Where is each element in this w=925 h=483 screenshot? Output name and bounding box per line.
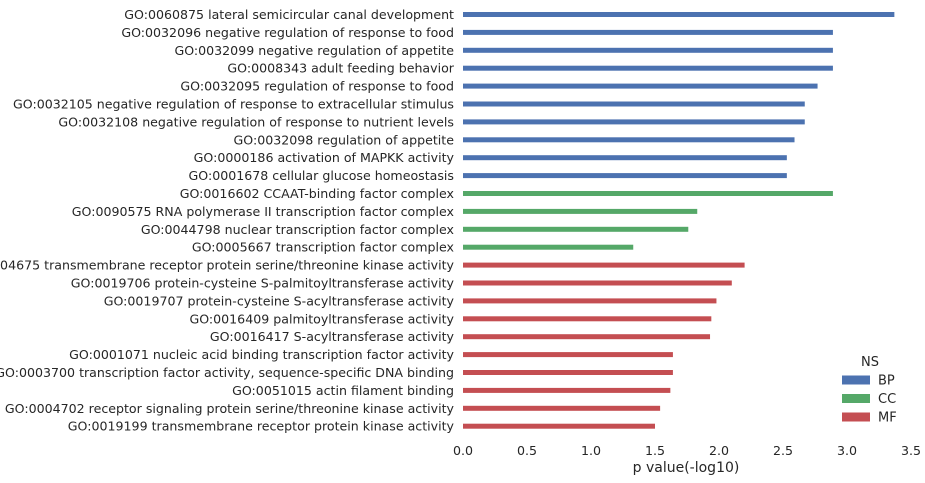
x-tick-label: 2.5 [773,443,793,458]
category-label: GO:0051015 actin filament binding [232,383,454,398]
bar-mf [463,280,732,286]
x-tick-label: 0.5 [517,443,537,458]
legend: NS BP CC MF [842,355,897,426]
category-label: GO:0032095 regulation of response to foo… [180,79,454,94]
bar-bp [463,173,787,179]
category-label: GO:0060875 lateral semicircular canal de… [124,7,454,22]
bar-cc [463,191,833,196]
x-tick-label: 3.0 [837,443,857,458]
category-label: GO:0019199 transmembrane receptor protei… [68,419,455,434]
bars-layer [463,12,895,429]
x-tick-label: 2.0 [709,443,729,458]
category-labels: GO:0060875 lateral semicircular canal de… [0,7,455,434]
category-label: GO:0016602 CCAAT-binding factor complex [180,186,455,201]
bar-cc [463,226,689,232]
bar-bp [463,12,895,17]
x-tick-label: 1.0 [581,443,601,458]
bar-mf [463,352,673,358]
category-label: GO:0005667 transcription factor complex [192,240,455,255]
x-axis-ticks: 0.0 0.5 1.0 1.5 2.0 2.5 3.0 3.5 [453,443,921,458]
category-label: GO:0008343 adult feeding behavior [227,61,454,76]
bar-bp [463,47,833,53]
x-tick-label: 1.5 [645,443,665,458]
bar-mf [463,262,745,268]
bar-mf [463,387,671,393]
category-label: GO:0044798 nuclear transcription factor … [141,222,455,237]
bar-bp [463,101,805,107]
category-label: GO:0016417 S-acyltransferase activity [210,329,455,344]
x-axis-label: p value(-log10) [633,460,740,476]
category-label: GO:0003700 transcription factor activity… [0,365,454,380]
legend-label-cc: CC [878,392,896,407]
category-label: GO:0032098 regulation of appetite [234,132,455,147]
bar-mf [463,370,673,375]
category-label: GO:0032105 negative regulation of respon… [13,97,454,112]
category-label: GO:0001071 nucleic acid binding transcri… [69,347,454,362]
bar-mf [463,298,717,304]
category-label: GO:0004675 transmembrane receptor protei… [0,258,455,273]
bar-mf [463,334,711,340]
x-tick-label: 3.5 [901,443,921,458]
category-label: GO:0032099 negative regulation of appeti… [174,43,454,58]
category-label: GO:0001678 cellular glucose homeostasis [189,168,455,183]
category-label: GO:0090575 RNA polymerase II transcripti… [72,204,455,219]
x-tick-label: 0.0 [453,443,473,458]
category-label: GO:0019707 protein-cysteine S-acyltransf… [104,293,455,308]
bar-mf [463,316,712,322]
bar-bp [463,29,833,35]
bar-bp [463,83,818,89]
category-label: GO:0000186 activation of MAPKK activity [194,150,455,165]
bar-cc [463,208,698,214]
category-label: GO:0019706 protein-cysteine S-palmitoylt… [71,276,455,291]
legend-label-mf: MF [878,411,897,426]
category-label: GO:0032096 negative regulation of respon… [121,25,454,40]
bar-bp [463,155,787,161]
bar-bp [463,137,795,143]
category-label: GO:0032108 negative regulation of respon… [58,114,454,129]
bar-mf [463,405,661,411]
bar-cc [463,244,634,250]
legend-title: NS [861,355,879,370]
legend-label-bp: BP [878,374,895,389]
bar-bp [463,65,833,71]
category-label: GO:0016409 palmitoyltransferase activity [189,311,454,326]
legend-swatch-cc [842,394,870,403]
bar-bp [463,119,805,125]
category-label: GO:0004702 receptor signaling protein se… [5,401,455,416]
legend-swatch-mf [842,412,870,422]
legend-swatch-bp [842,375,870,385]
bar-mf [463,423,655,429]
